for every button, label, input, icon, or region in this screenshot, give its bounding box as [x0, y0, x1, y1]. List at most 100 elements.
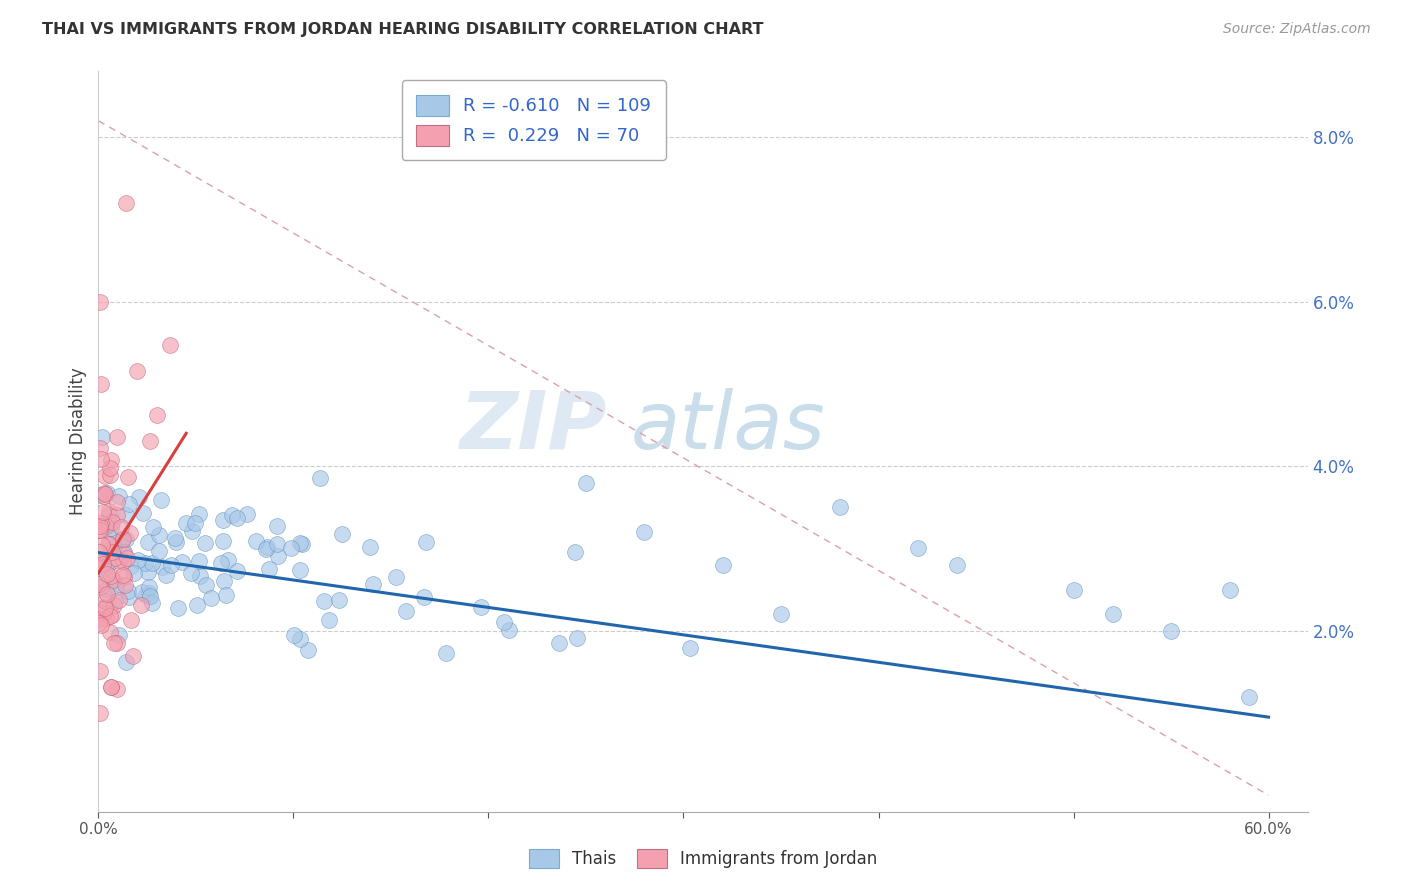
Point	[136, 535, 159, 549]
Point	[89, 664, 111, 678]
Point	[94, 469, 117, 483]
Point	[89, 441, 111, 455]
Point	[90, 553, 112, 567]
Point	[769, 607, 792, 622]
Point	[105, 636, 128, 650]
Point	[96, 566, 118, 581]
Point	[87, 615, 110, 630]
Point	[330, 526, 353, 541]
Point	[318, 613, 340, 627]
Point	[112, 569, 135, 583]
Point	[100, 608, 122, 623]
Point	[89, 488, 111, 502]
Point	[93, 606, 115, 620]
Point	[117, 583, 139, 598]
Point	[131, 584, 153, 599]
Point	[288, 536, 311, 550]
Point	[112, 567, 135, 582]
Point	[297, 642, 319, 657]
Point	[94, 594, 117, 608]
Point	[217, 552, 239, 566]
Point	[280, 541, 302, 555]
Point	[104, 594, 127, 608]
Point	[103, 573, 125, 587]
Point	[136, 566, 159, 580]
Point	[91, 575, 114, 590]
Point	[226, 510, 249, 524]
Point	[94, 560, 117, 574]
Point	[163, 531, 186, 545]
Text: atlas: atlas	[630, 388, 825, 466]
Point	[138, 585, 160, 599]
Point	[145, 408, 167, 422]
Point	[108, 489, 131, 503]
Point	[101, 515, 124, 529]
Point	[98, 504, 121, 518]
Point	[112, 548, 135, 562]
Point	[101, 545, 124, 559]
Point	[90, 618, 112, 632]
Point	[100, 680, 122, 694]
Point	[105, 495, 128, 509]
Point	[132, 506, 155, 520]
Point	[211, 534, 233, 549]
Point	[498, 623, 520, 637]
Point	[174, 516, 197, 531]
Point	[98, 467, 121, 482]
Point	[127, 553, 149, 567]
Point	[547, 636, 569, 650]
Point	[118, 497, 141, 511]
Point	[91, 599, 114, 614]
Point	[97, 508, 120, 523]
Point	[93, 601, 115, 615]
Point	[180, 524, 202, 538]
Point	[87, 524, 110, 538]
Point	[907, 541, 929, 556]
Point	[1101, 607, 1123, 622]
Point	[148, 528, 170, 542]
Point	[180, 566, 202, 580]
Point	[494, 615, 516, 629]
Legend: R = -0.610   N = 109, R =  0.229   N = 70: R = -0.610 N = 109, R = 0.229 N = 70	[402, 80, 665, 160]
Point	[148, 543, 170, 558]
Point	[97, 537, 120, 551]
Point	[152, 560, 174, 574]
Point	[103, 599, 125, 613]
Point	[104, 551, 127, 566]
Point	[120, 558, 142, 573]
Point	[212, 574, 235, 588]
Point	[90, 376, 112, 391]
Point	[110, 534, 132, 549]
Point	[184, 516, 207, 531]
Point	[101, 544, 124, 558]
Point	[105, 430, 128, 444]
Point	[100, 680, 122, 694]
Point	[194, 536, 217, 550]
Point	[711, 558, 734, 572]
Point	[308, 471, 330, 485]
Point	[98, 537, 121, 551]
Point	[89, 545, 111, 559]
Point	[114, 196, 136, 211]
Point	[436, 646, 458, 660]
Point	[221, 508, 243, 522]
Legend: Thais, Immigrants from Jordan: Thais, Immigrants from Jordan	[522, 842, 884, 875]
Point	[110, 532, 132, 546]
Point	[170, 555, 193, 569]
Point	[138, 434, 160, 448]
Point	[266, 519, 288, 533]
Point	[633, 524, 655, 539]
Point	[564, 545, 586, 559]
Point	[100, 452, 122, 467]
Point	[98, 461, 121, 475]
Point	[89, 706, 111, 720]
Point	[1219, 582, 1241, 597]
Point	[131, 598, 153, 612]
Text: ZIP: ZIP	[458, 388, 606, 466]
Point	[288, 563, 311, 577]
Point	[97, 523, 120, 537]
Point	[105, 508, 128, 523]
Point	[125, 364, 148, 378]
Point	[165, 534, 187, 549]
Point	[115, 508, 138, 522]
